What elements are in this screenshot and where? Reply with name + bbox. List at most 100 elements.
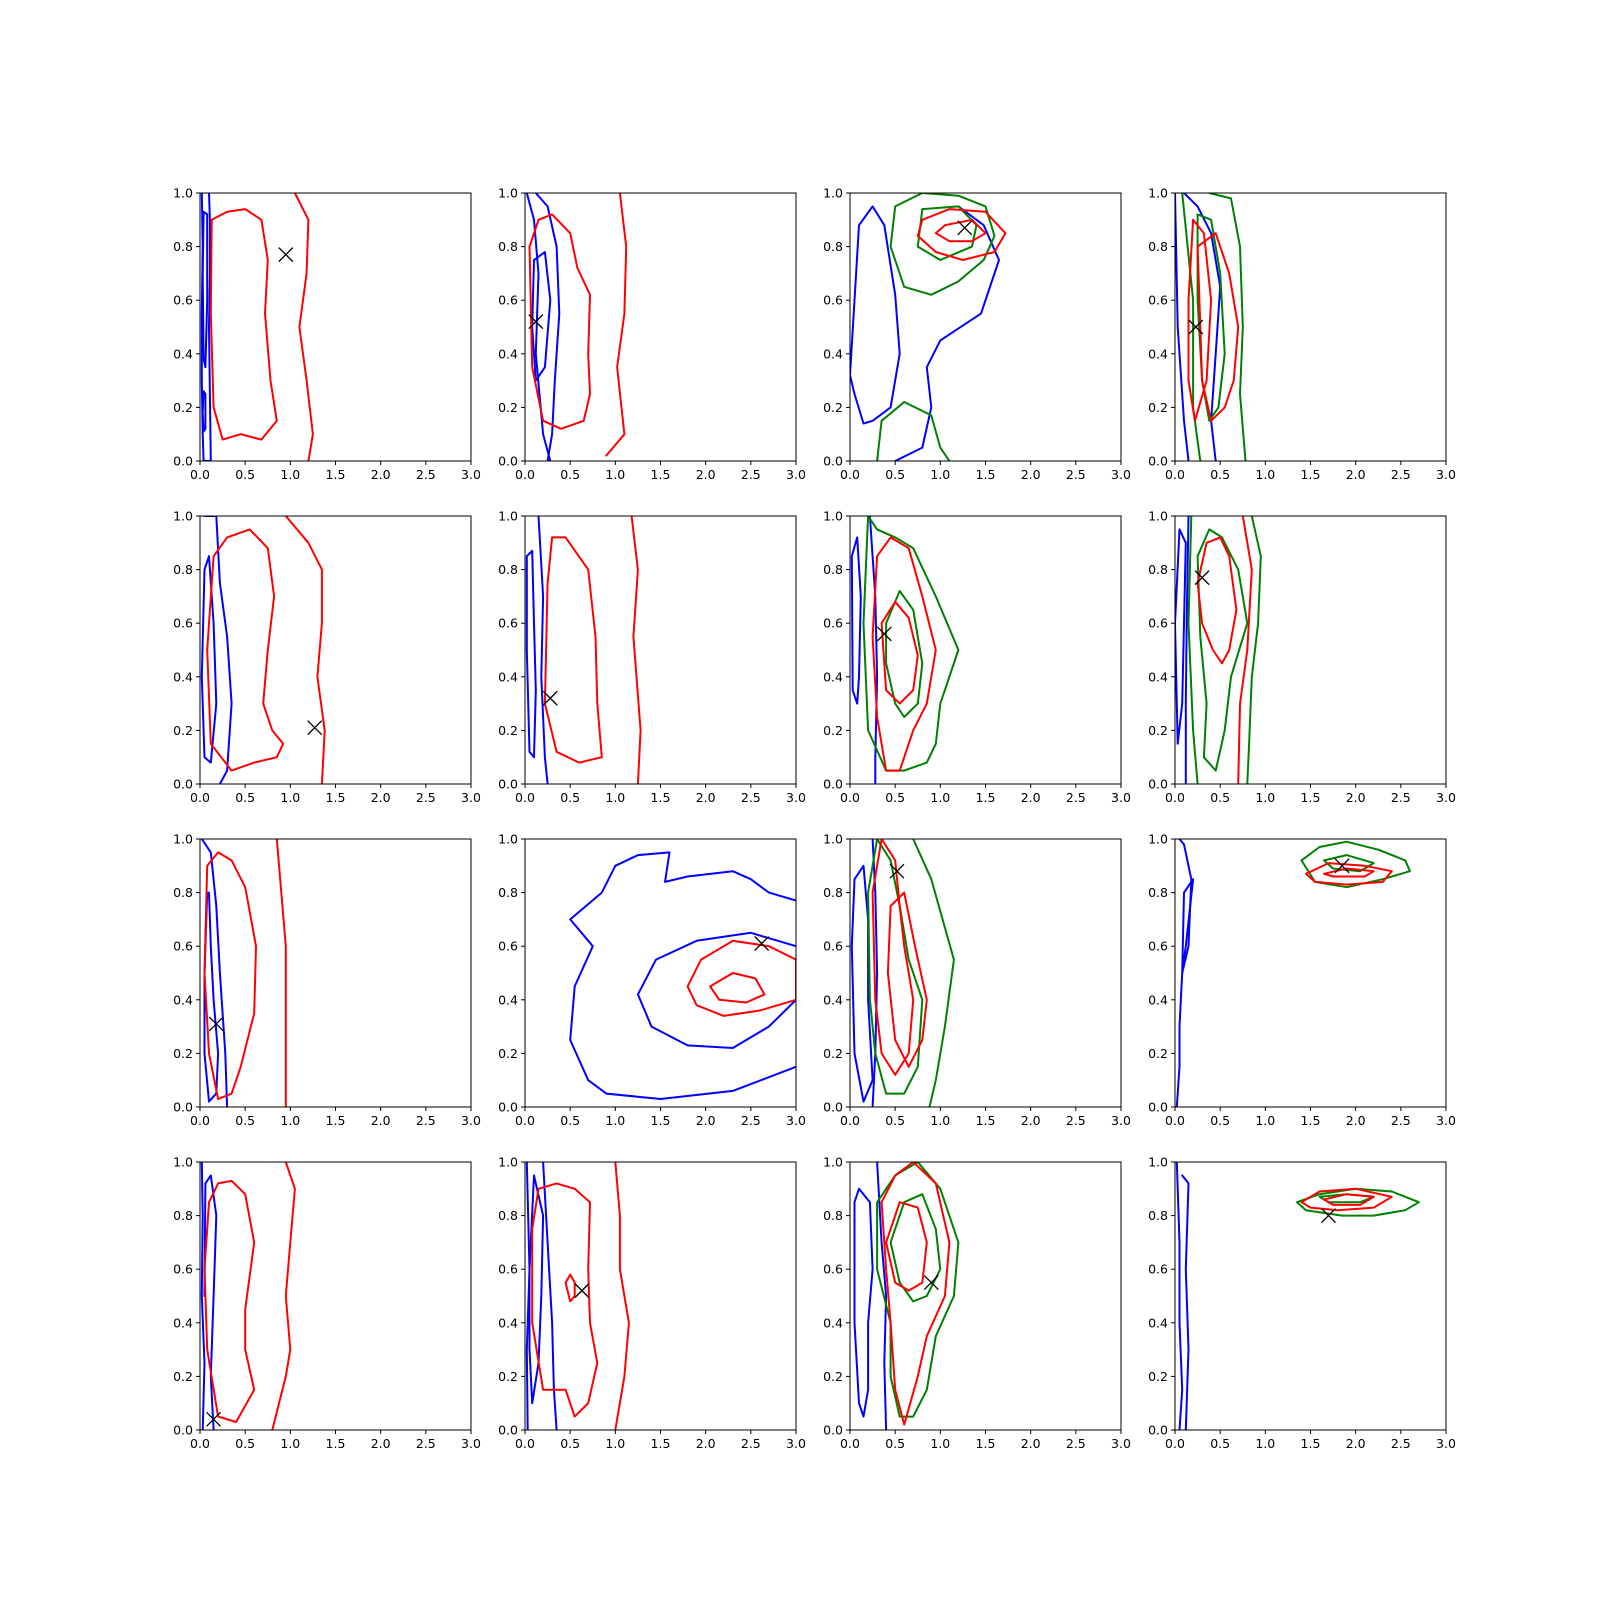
contour-line-blue <box>200 1162 206 1430</box>
contour-line-green <box>1196 213 1226 422</box>
contour-line-red <box>1237 516 1253 784</box>
contour-line-red <box>1196 232 1240 422</box>
x-marker-stroke <box>1334 858 1350 874</box>
contour-group <box>200 516 326 784</box>
contour-line-red <box>1196 536 1238 665</box>
y-tick-label: 0.4 <box>498 346 518 361</box>
x-tick-label: 1.0 <box>930 467 950 482</box>
contour-line-red <box>275 839 287 1107</box>
x-tick-label: 2.5 <box>741 1436 761 1451</box>
contour-group <box>200 839 287 1107</box>
x-tick-label: 2.5 <box>416 1113 436 1128</box>
y-tick-label: 0.2 <box>173 723 193 738</box>
contour-line-red <box>686 939 796 1017</box>
x-tick-label: 1.5 <box>976 467 996 482</box>
x-tick-label: 1.0 <box>605 467 625 482</box>
y-tick-label: 0.2 <box>173 400 193 415</box>
y-tick-label: 0.2 <box>498 1046 518 1061</box>
x-marker <box>1321 1208 1337 1224</box>
x-tick-label: 0.0 <box>515 467 535 482</box>
y-tick-label: 0.6 <box>823 939 843 954</box>
y-tick-label: 0.2 <box>823 1369 843 1384</box>
y-tick-label: 0.2 <box>498 400 518 415</box>
contour-line-red <box>871 536 937 772</box>
y-tick-label: 0.0 <box>1148 1423 1168 1438</box>
x-tick-label: 0.5 <box>885 1113 905 1128</box>
contour-group <box>850 193 1007 461</box>
contour-line-blue <box>850 205 901 425</box>
x-tick-label: 2.0 <box>696 1113 716 1128</box>
x-tick-label: 0.0 <box>840 1113 860 1128</box>
contour-line-green <box>889 193 996 296</box>
y-tick-label: 0.2 <box>1148 1369 1168 1384</box>
contour-group <box>525 1162 630 1430</box>
x-tick-label: 0.5 <box>885 467 905 482</box>
x-tick-label: 2.0 <box>696 467 716 482</box>
contour-line-green <box>1300 840 1411 889</box>
contour-line-blue <box>1175 1162 1184 1430</box>
y-tick-label: 0.2 <box>1148 400 1168 415</box>
x-tick-label: 2.5 <box>1066 467 1086 482</box>
x-tick-label: 1.5 <box>976 1436 996 1451</box>
subplot-2-4: 0.0 0.5 1.0 1.5 2.0 2.5 3.0 0.0 0.2 0.4 0.6 0.8 1.0 <box>1148 509 1456 806</box>
x-tick-label: 0.5 <box>1210 790 1230 805</box>
y-tick-label: 0.8 <box>823 239 843 254</box>
x-marker-stroke <box>528 314 544 330</box>
subplot-1-4: 0.0 0.5 1.0 1.5 2.0 2.5 3.0 0.0 0.2 0.4 0.6 0.8 1.0 <box>1148 186 1456 483</box>
x-tick-label: 1.0 <box>930 1436 950 1451</box>
y-tick-label: 0.8 <box>823 885 843 900</box>
x-tick-label: 2.5 <box>1391 467 1411 482</box>
x-tick-label: 1.0 <box>605 1436 625 1451</box>
contour-group <box>200 193 314 461</box>
y-tick-label: 0.0 <box>1148 1100 1168 1115</box>
y-tick-label: 0.8 <box>498 885 518 900</box>
contour-group <box>200 1162 296 1430</box>
x-tick-label: 1.0 <box>1255 790 1275 805</box>
x-tick-label: 0.0 <box>190 1113 210 1128</box>
y-tick-label: 0.8 <box>173 1208 193 1223</box>
x-tick-label: 1.0 <box>280 790 300 805</box>
x-tick-label: 1.0 <box>930 790 950 805</box>
x-tick-label: 2.0 <box>1021 790 1041 805</box>
x-tick-label: 1.5 <box>326 1113 346 1128</box>
contour-line-blue <box>528 1174 545 1405</box>
x-tick-label: 0.5 <box>235 790 255 805</box>
x-tick-label: 1.5 <box>651 1113 671 1128</box>
y-tick-label: 0.2 <box>1148 1046 1168 1061</box>
y-tick-label: 1.0 <box>498 1155 518 1170</box>
y-tick-label: 0.0 <box>173 1423 193 1438</box>
y-tick-label: 1.0 <box>498 509 518 524</box>
x-tick-label: 3.0 <box>461 1113 481 1128</box>
x-tick-label: 2.0 <box>371 790 391 805</box>
x-tick-label: 3.0 <box>786 467 806 482</box>
x-marker-stroke <box>1188 319 1204 335</box>
x-tick-label: 0.0 <box>840 790 860 805</box>
x-tick-label: 1.5 <box>651 467 671 482</box>
x-tick-label: 0.0 <box>515 790 535 805</box>
y-tick-label: 1.0 <box>1148 509 1168 524</box>
y-tick-label: 0.4 <box>1148 992 1168 1007</box>
x-tick-label: 0.5 <box>1210 1436 1230 1451</box>
y-tick-label: 0.6 <box>173 616 193 631</box>
y-tick-label: 0.8 <box>1148 562 1168 577</box>
x-tick-label: 1.0 <box>280 467 300 482</box>
contour-line-red <box>880 600 919 705</box>
contour-line-green <box>1296 1187 1420 1217</box>
contour-group <box>1175 839 1411 1107</box>
contour-line-red <box>1305 862 1393 886</box>
y-tick-label: 0.8 <box>173 885 193 900</box>
subplot-2-1: 0.0 0.5 1.0 1.5 2.0 2.5 3.0 0.0 0.2 0.4 0.6 0.8 1.0 <box>173 509 481 806</box>
x-tick-label: 1.5 <box>326 1436 346 1451</box>
x-tick-label: 0.0 <box>840 1436 860 1451</box>
x-tick-label: 2.0 <box>371 467 391 482</box>
contour-group <box>1175 193 1247 461</box>
contour-line-blue <box>1184 516 1190 784</box>
x-marker <box>754 936 770 951</box>
y-tick-label: 0.8 <box>823 1208 843 1223</box>
y-tick-label: 0.2 <box>1148 723 1168 738</box>
x-marker <box>923 1275 939 1291</box>
contour-line-blue <box>614 851 796 902</box>
y-tick-label: 0.0 <box>173 1100 193 1115</box>
y-tick-label: 0.6 <box>1148 939 1168 954</box>
contour-line-red <box>1323 867 1375 878</box>
